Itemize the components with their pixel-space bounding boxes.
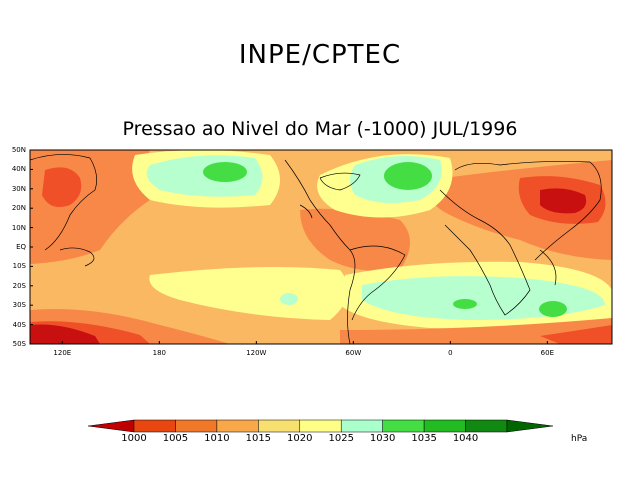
colorbar-level-label: 1000 bbox=[121, 433, 147, 444]
colorbar-swatch bbox=[382, 419, 425, 433]
colorbar-swatch bbox=[299, 419, 342, 433]
lon-label: 120E bbox=[53, 349, 72, 357]
pressure-field bbox=[30, 150, 612, 344]
colorbar-swatch bbox=[133, 419, 176, 433]
lat-label: 40S bbox=[12, 320, 26, 329]
colorbar-swatch bbox=[258, 419, 301, 433]
colorbar bbox=[87, 419, 554, 433]
north-pacific-high-core bbox=[203, 162, 247, 182]
colorbar-swatch bbox=[175, 419, 218, 433]
colorbar-units: hPa bbox=[571, 434, 588, 444]
monsoon-core bbox=[540, 188, 587, 214]
south-atlantic-core bbox=[453, 299, 477, 309]
lat-label: 40N bbox=[11, 165, 26, 174]
colorbar-swatch bbox=[216, 419, 259, 433]
south-pacific-high-outer bbox=[149, 266, 348, 320]
lat-label: 10S bbox=[12, 262, 26, 271]
axis-ticks bbox=[30, 149, 548, 345]
colorbar-swatch bbox=[340, 419, 383, 433]
southern-ocean-low-east-core bbox=[540, 325, 612, 344]
colorbar-swatch bbox=[423, 419, 466, 433]
lat-label: 30S bbox=[12, 301, 26, 310]
south-america-low bbox=[300, 208, 410, 272]
east-asia-low bbox=[42, 167, 82, 208]
indian-ocean-core bbox=[539, 301, 567, 317]
colorbar-level-label: 1040 bbox=[452, 433, 479, 444]
colorbar-level-label: 1005 bbox=[162, 433, 189, 444]
lon-label: 0 bbox=[448, 349, 453, 357]
colorbar-level-label: 1010 bbox=[204, 433, 230, 444]
colorbar-max-triangle bbox=[506, 419, 554, 433]
colorbar-level-label: 1020 bbox=[287, 433, 313, 444]
lon-label: 180 bbox=[152, 349, 167, 357]
lat-label: 50S bbox=[12, 340, 26, 348]
colorbar-swatch bbox=[465, 419, 508, 433]
lon-label: 120W bbox=[246, 349, 267, 357]
lon-label: 60E bbox=[540, 349, 554, 357]
colorbar-level-label: 1025 bbox=[328, 433, 354, 444]
colorbar-level-label: 1015 bbox=[245, 433, 272, 444]
lat-label: 30N bbox=[11, 184, 26, 193]
map-title: Pressao ao Nivel do Mar (-1000) JUL/1996 bbox=[122, 118, 518, 140]
figure-org-title: INPE/CPTEC bbox=[238, 40, 402, 70]
colorbar-level-label: 1030 bbox=[369, 433, 396, 444]
lat-label: 20N bbox=[11, 204, 26, 213]
colorbar-min-triangle bbox=[87, 419, 135, 433]
lat-label: 20S bbox=[12, 281, 26, 290]
southern-ocean-low-core bbox=[30, 324, 100, 344]
lat-label: 50N bbox=[11, 146, 26, 154]
lat-label: EQ bbox=[16, 243, 26, 251]
colorbar-level-label: 1035 bbox=[411, 433, 437, 444]
lon-label: 60W bbox=[345, 349, 362, 357]
south-pacific-high bbox=[280, 293, 298, 305]
lat-label: 10N bbox=[11, 223, 26, 232]
azores-high-core bbox=[384, 162, 432, 190]
coastlines bbox=[30, 154, 602, 344]
